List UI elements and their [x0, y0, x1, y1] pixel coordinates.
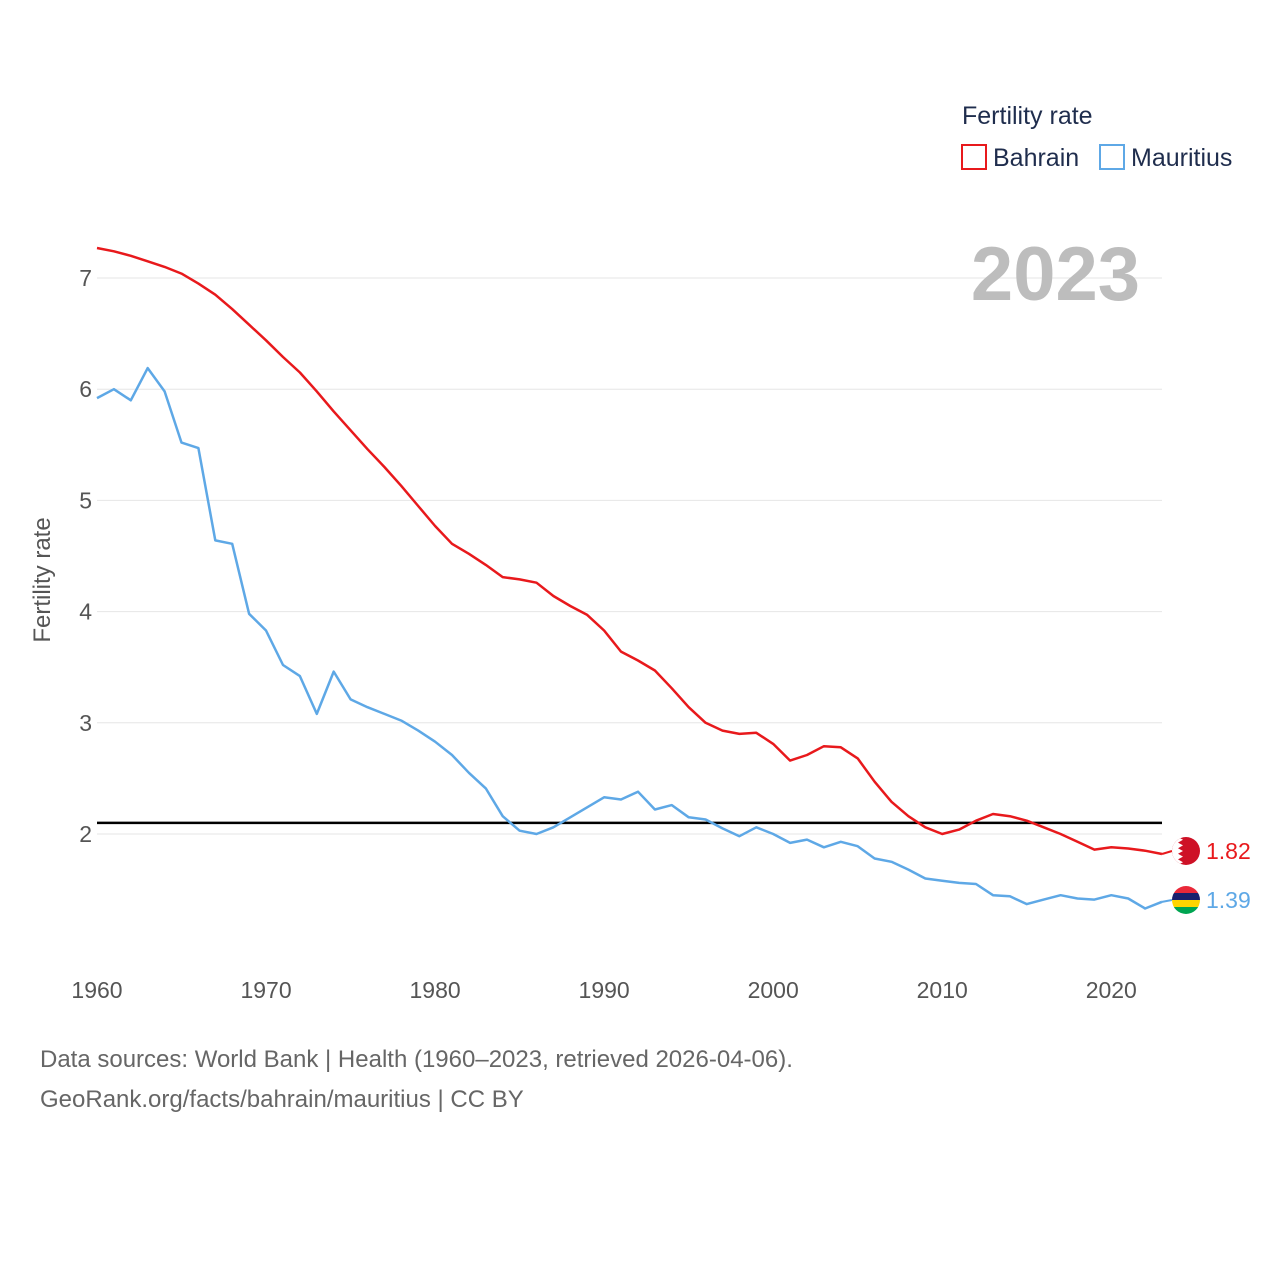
y-tick-label: 7 [79, 265, 92, 291]
y-tick-label: 4 [79, 599, 92, 625]
attribution-text[interactable]: GeoRank.org/facts/bahrain/mauritius | CC… [40, 1086, 524, 1113]
mauritius-end-value: 1.39 [1206, 887, 1251, 913]
legend-label-mauritius: Mauritius [1131, 144, 1232, 172]
mauritius-flag-stripe [1172, 893, 1200, 900]
bahrain-flag-icon [1172, 837, 1200, 865]
x-tick-label: 2010 [917, 977, 968, 1003]
y-tick-label: 3 [79, 710, 92, 736]
bahrain-end-connector [1161, 850, 1173, 855]
footer: Data sources: World Bank | Health (1960–… [40, 1040, 793, 1120]
mauritius-end-connector [1161, 899, 1173, 903]
legend-item-bahrain[interactable]: Bahrain [961, 144, 1079, 172]
x-tick-label: 1970 [240, 977, 291, 1003]
gridlines [97, 277, 1162, 835]
legend: Fertility rate Bahrain Mauritius [961, 102, 1232, 172]
y-tick-label: 2 [79, 821, 92, 847]
y-axis-label: Fertility rate [29, 517, 56, 642]
x-tick-label: 1980 [410, 977, 461, 1003]
series-lines [96, 246, 1163, 910]
y-tick-label: 5 [79, 487, 92, 513]
mauritius-end-marker: 1.39 [1161, 886, 1251, 914]
y-tick-label: 6 [79, 376, 92, 402]
x-tick-label: 2000 [748, 977, 799, 1003]
y-axis-ticks: 2 3 4 5 6 7 [79, 265, 92, 847]
legend-label-bahrain: Bahrain [993, 144, 1079, 172]
bahrain-end-marker: 1.82 [1161, 837, 1251, 865]
mauritius-flag-stripe [1172, 907, 1200, 914]
legend-swatch-mauritius [1099, 144, 1125, 170]
mauritius-flag-stripe [1172, 886, 1200, 893]
series-line-mauritius [96, 366, 1163, 910]
legend-title: Fertility rate [962, 102, 1093, 130]
mauritius-flag-stripe [1172, 900, 1200, 907]
bahrain-end-value: 1.82 [1206, 838, 1251, 864]
x-tick-label: 2020 [1086, 977, 1137, 1003]
data-sources-text: Data sources: World Bank | Health (1960–… [40, 1046, 793, 1073]
x-axis-ticks: 1960 1970 1980 1990 2000 2010 2020 [71, 977, 1136, 1003]
x-tick-label: 1990 [579, 977, 630, 1003]
year-overlay: 2023 [971, 232, 1140, 317]
x-tick-label: 1960 [71, 977, 122, 1003]
legend-item-mauritius[interactable]: Mauritius [1099, 144, 1232, 172]
series-line-bahrain [96, 246, 1163, 856]
legend-swatch-bahrain [961, 144, 987, 170]
mauritius-flag-icon [1172, 886, 1200, 914]
